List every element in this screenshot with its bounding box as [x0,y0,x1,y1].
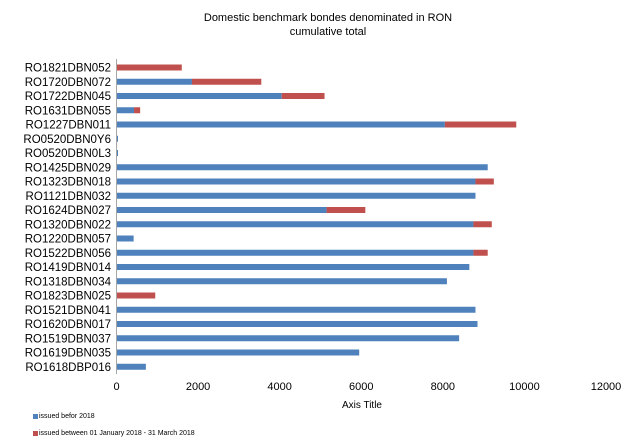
bar-series-1 [116,207,327,213]
category-label: RO1522DBN056 [25,248,111,260]
category-label: RO1318DBN034 [25,276,112,288]
legend-swatch-series-1 [33,414,38,419]
bar-series-1 [116,107,135,114]
category-labels: RO1821DBN052 RO1720DBN072 RO1722DBN045 RO16… [23,63,111,374]
bar-series-1 [116,321,478,327]
bar-series-2 [116,292,156,299]
bar-series-1 [116,135,118,142]
category-label: RO1220DBN057 [25,234,111,246]
bar-series-1 [116,306,476,313]
bar-series-1 [116,78,192,85]
bar-series-1 [116,278,447,285]
category-label: RO1227DBN011 [26,120,111,132]
bar-series-2 [475,178,494,185]
category-label: RO1323DBN018 [25,177,111,189]
legend-item-series-1: issued befor 2018 [33,413,95,420]
bar-series-1 [116,164,488,171]
bar-series-1 [116,349,360,356]
bar-series-2 [116,64,182,71]
category-label: RO1320DBN022 [25,219,111,231]
legend-label-series-2: issued between 01 January 2018 - 31 Marc… [39,430,195,437]
category-label: RO1720DBN072 [25,77,111,89]
category-label: RO1620DBN017 [25,319,111,331]
category-label: RO1121DBN032 [26,191,111,203]
category-label: RO1419DBN014 [25,262,112,274]
category-label: RO1624DBN027 [25,205,111,217]
x-tick-label: 4000 [267,381,291,393]
bar-series-2 [191,78,262,85]
category-label: RO1618DBP016 [25,362,111,374]
x-tick-label: 0 [113,381,119,393]
category-label: RO1821DBN052 [25,63,111,75]
bar-series-2 [444,121,517,128]
bar-series-1 [116,264,470,270]
category-label: RO1425DBN029 [25,162,111,174]
x-tick-label: 6000 [349,381,373,393]
x-tick-label: 8000 [431,381,455,393]
bar-series-2 [281,93,325,99]
x-tick-label: 12000 [591,381,622,393]
bar-series-1 [116,93,282,99]
category-label: RO1722DBN045 [25,91,111,103]
category-label: RO1619DBN035 [25,348,111,360]
x-tick-label: 10000 [509,381,540,393]
bar-series-1 [116,150,118,156]
bar-series-1 [116,121,445,128]
category-label: RO0520DBN0Y6 [23,134,111,146]
x-tick-labels: 0 2000 4000 6000 8000 10000 12000 [113,381,621,393]
bar-series-1 [116,235,134,242]
legend-swatch-series-2 [33,431,38,436]
bar-series-2 [473,249,488,256]
bar-series-1 [116,249,474,256]
legend-label-series-1: issued befor 2018 [39,413,95,420]
bars [116,64,517,370]
bar-series-1 [116,221,474,228]
category-label: RO0520DBN0L3 [25,148,111,160]
chart-title: Domestic benchmark bondes denominated in… [204,12,452,24]
bar-series-1 [116,178,476,185]
x-axis-title: Axis Title [342,400,382,411]
bar-series-1 [116,363,146,370]
legend-item-series-2: issued between 01 January 2018 - 31 Marc… [33,430,195,437]
bar-series-1 [116,192,476,199]
bar-series-2 [134,107,141,114]
bar-series-2 [473,221,492,228]
category-label: RO1823DBN025 [25,291,111,303]
bar-series-1 [116,335,460,342]
category-label: RO1519DBN037 [25,333,111,345]
bar-series-2 [326,207,366,213]
x-tick-label: 2000 [186,381,210,393]
category-label: RO1521DBN041 [25,305,111,317]
category-label: RO1631DBN055 [25,105,111,117]
chart-subtitle: cumulative total [290,26,366,38]
